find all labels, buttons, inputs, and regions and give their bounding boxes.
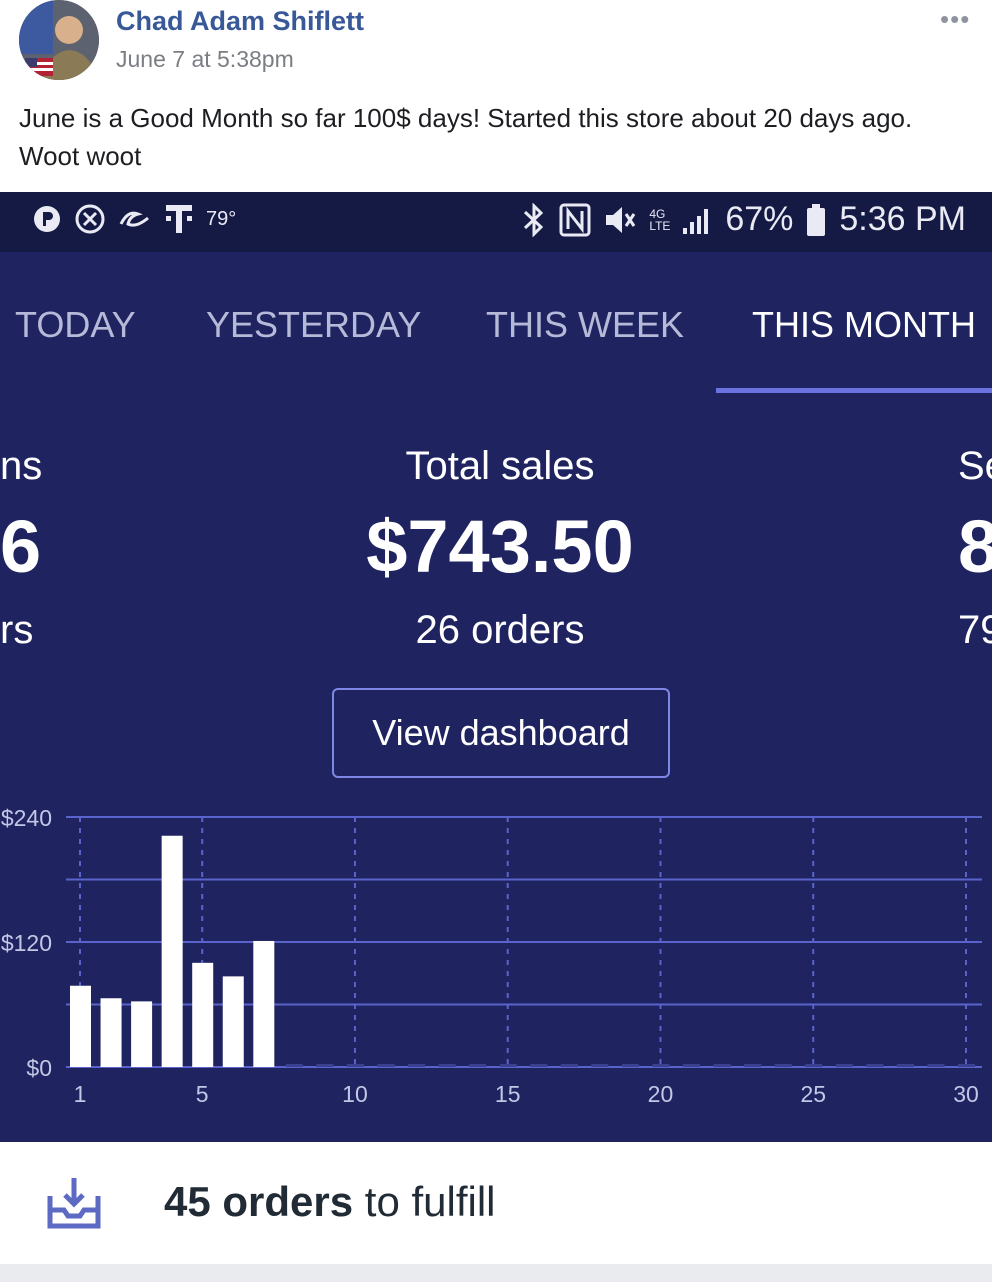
chart-bar bbox=[438, 1064, 456, 1067]
chart-bar bbox=[621, 1064, 639, 1067]
chart-bar bbox=[499, 1064, 517, 1067]
chart-bar bbox=[469, 1064, 487, 1067]
chart-bar bbox=[408, 1064, 426, 1067]
chart-bar bbox=[774, 1064, 792, 1067]
chart-bar bbox=[683, 1064, 701, 1067]
chart-bar bbox=[285, 1064, 303, 1067]
tab-this-week[interactable]: THIS WEEK bbox=[486, 304, 685, 345]
t-mobile-icon bbox=[166, 205, 192, 233]
total-orders-count: 26 orders bbox=[415, 608, 585, 652]
chart-bar bbox=[100, 998, 122, 1067]
x-tick-label: 10 bbox=[342, 1081, 368, 1107]
x-tick-label: 1 bbox=[74, 1081, 87, 1107]
phone-screenshot: 79° 4G LTE 67% 5:36 PM TODAY YESTERDAY T… bbox=[0, 192, 992, 1142]
network-type-text: 4G LTE bbox=[649, 206, 671, 233]
x-tick-label: 30 bbox=[953, 1081, 979, 1107]
bottom-divider bbox=[0, 1264, 992, 1282]
chart-bar bbox=[222, 976, 244, 1067]
total-sales-label: Total sales bbox=[405, 444, 595, 488]
orders-to-fulfill-row[interactable]: 45 orders to fulfill bbox=[0, 1142, 992, 1264]
chart-bar bbox=[652, 1064, 670, 1067]
chart-bar bbox=[713, 1064, 731, 1067]
kpi-label: ns bbox=[0, 444, 43, 488]
battery-percent-text: 67% bbox=[725, 200, 794, 238]
x-tick-label: 15 bbox=[495, 1081, 521, 1107]
chart-bar bbox=[805, 1064, 823, 1067]
bluetooth-icon bbox=[524, 202, 544, 237]
chart-bar bbox=[560, 1064, 578, 1067]
chart-bar bbox=[161, 835, 183, 1067]
y-tick-label: $120 bbox=[1, 930, 52, 956]
x-tick-label: 20 bbox=[648, 1081, 674, 1107]
temperature-text: 79° bbox=[206, 207, 237, 230]
chart-bar bbox=[70, 985, 91, 1067]
post-timestamp[interactable]: June 7 at 5:38pm bbox=[116, 46, 294, 72]
kpi-value: 8 bbox=[958, 505, 992, 588]
nfc-icon bbox=[559, 203, 591, 236]
orders-to-fulfill-text: 45 orders to fulfill bbox=[164, 1178, 496, 1226]
y-tick-label: $0 bbox=[26, 1055, 52, 1081]
orders-count: 45 orders bbox=[164, 1178, 354, 1225]
avatar-photo bbox=[19, 0, 99, 80]
mute-icon bbox=[606, 206, 636, 233]
post-header: Chad Adam Shiflett June 7 at 5:38pm ••• … bbox=[0, 0, 992, 190]
tab-this-month[interactable]: THIS MONTH bbox=[752, 304, 976, 345]
chart-bar bbox=[530, 1064, 548, 1067]
chart-bar bbox=[591, 1064, 609, 1067]
kpi-sub: 79 bbox=[958, 608, 992, 652]
tab-yesterday[interactable]: YESTERDAY bbox=[206, 304, 422, 345]
statusbar-right: 4G LTE 67% 5:36 PM bbox=[521, 200, 966, 239]
alibaba-icon bbox=[119, 211, 149, 227]
chart-bar bbox=[744, 1064, 762, 1067]
y-tick-label: $240 bbox=[1, 805, 52, 831]
chart-bar bbox=[896, 1064, 914, 1067]
inbox-download-icon bbox=[47, 1178, 101, 1229]
daily-sales-chart: $240$120$01 5 10 15 20 25 30 bbox=[1, 805, 982, 1107]
kpi-sub: rs bbox=[0, 608, 34, 652]
chart-bar bbox=[958, 1064, 975, 1067]
chart-bar bbox=[346, 1064, 364, 1067]
chart-bar bbox=[927, 1064, 945, 1067]
chart-bar bbox=[866, 1064, 884, 1067]
chart-bar bbox=[131, 1001, 153, 1067]
x-tick-label: 5 bbox=[196, 1081, 209, 1107]
chart-bar bbox=[377, 1064, 395, 1067]
battery-icon bbox=[807, 203, 826, 236]
total-sales-value: $743.50 bbox=[366, 505, 634, 588]
avatar[interactable] bbox=[19, 0, 99, 80]
clock-text: 5:36 PM bbox=[839, 200, 966, 238]
signal-icon bbox=[683, 208, 709, 234]
android-statusbar: 79° 4G LTE 67% 5:36 PM bbox=[0, 192, 992, 252]
chart-bar bbox=[192, 962, 214, 1067]
post-text: June is a Good Month so far 100$ days! S… bbox=[19, 103, 913, 171]
x-icon bbox=[75, 204, 105, 234]
chart-bar bbox=[316, 1064, 334, 1067]
statusbar-left: 79° bbox=[32, 202, 236, 236]
period-tabs: TODAY YESTERDAY THIS WEEK THIS MONTH bbox=[0, 252, 992, 393]
p-icon bbox=[34, 206, 60, 232]
kpi-label: Se bbox=[958, 444, 992, 488]
chart-bar bbox=[835, 1064, 853, 1067]
x-tick-label: 25 bbox=[800, 1081, 826, 1107]
chart-bar bbox=[253, 940, 275, 1067]
tab-today[interactable]: TODAY bbox=[15, 304, 136, 345]
post-author[interactable]: Chad Adam Shiflett bbox=[116, 6, 365, 36]
more-options-icon[interactable]: ••• bbox=[940, 4, 971, 34]
active-tab-indicator bbox=[716, 388, 992, 393]
to-fulfill-label: to fulfill bbox=[353, 1178, 496, 1225]
view-dashboard-button[interactable]: View dashboard bbox=[332, 688, 670, 778]
kpi-value: 6 bbox=[0, 505, 42, 588]
